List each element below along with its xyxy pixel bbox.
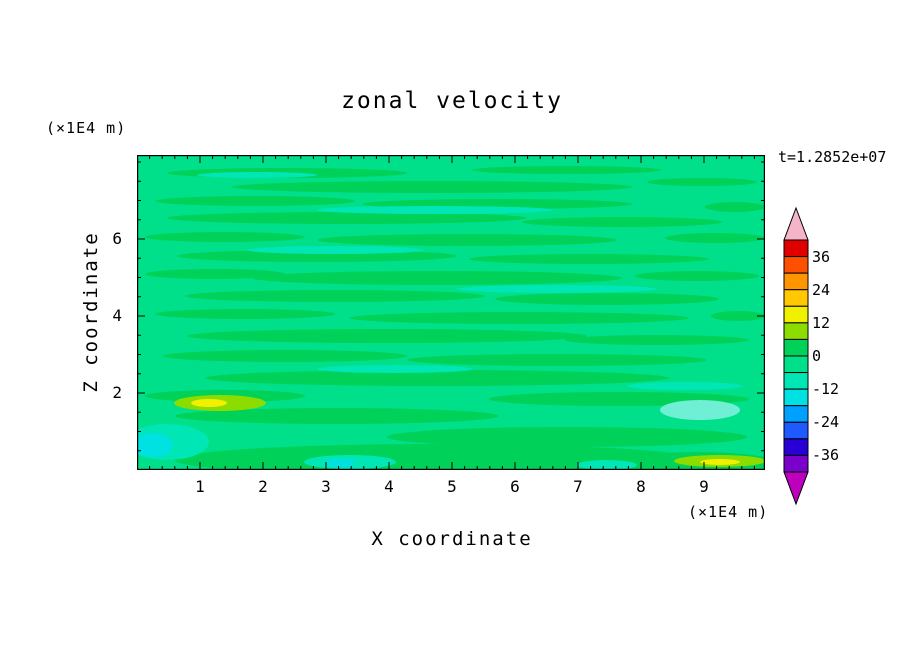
y-tick-label: 4 [112,306,122,325]
x-tick-label: 5 [447,477,457,496]
colorbar-tick-label: 12 [812,313,831,332]
x-tick-label: 8 [636,477,646,496]
colorbar-tick-label: -24 [812,413,840,432]
colorbar-tick-label: 24 [812,280,831,299]
colorbar-tick-label: 0 [812,346,822,365]
x-tick-label: 9 [699,477,709,496]
colorbar [783,206,809,506]
x-tick-label: 6 [510,477,520,496]
x-axis-title: X coordinate [371,528,533,550]
x-tick-label: 3 [321,477,331,496]
x-tick-label: 1 [195,477,205,496]
y-tick-label: 6 [112,229,122,248]
timestamp-label: t=1.2852e+07 [778,148,887,166]
y-axis-unit-label: (×1E4 m) [46,119,127,137]
chart-title: zonal velocity [341,88,563,114]
colorbar-tick-label: 36 [812,247,831,266]
colorbar-tick-label: -36 [812,446,840,465]
contour-plot [137,155,765,470]
x-axis-unit-label: (×1E4 m) [688,503,769,521]
x-tick-label: 2 [258,477,268,496]
x-tick-label: 7 [573,477,583,496]
colorbar-tick-label: -12 [812,380,840,399]
y-tick-label: 2 [112,383,122,402]
x-tick-label: 4 [384,477,394,496]
